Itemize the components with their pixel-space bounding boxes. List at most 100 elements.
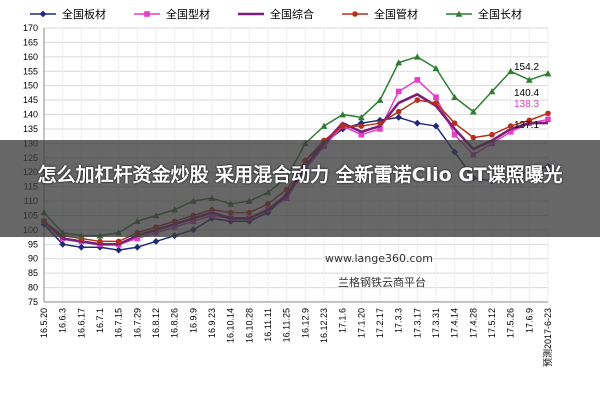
point-marker xyxy=(352,11,358,17)
x-tick-label: 16.9.9 xyxy=(188,308,198,333)
x-tick-label: 16.10.28 xyxy=(244,308,254,343)
x-tick-label: 16.11.25 xyxy=(282,308,292,342)
x-tick-label: 16.7.29 xyxy=(132,308,142,338)
x-tick-label: 16.9.23 xyxy=(207,308,217,338)
point-marker xyxy=(413,119,421,127)
point-marker xyxy=(433,94,439,101)
y-tick-label: 145 xyxy=(23,95,38,105)
point-marker xyxy=(152,238,160,245)
point-marker xyxy=(358,123,365,129)
y-tick-label: 85 xyxy=(28,268,38,278)
point-marker xyxy=(339,123,346,129)
point-marker xyxy=(433,100,439,106)
point-marker xyxy=(545,116,551,123)
x-tick-label: 16.6.3 xyxy=(58,308,68,333)
overlay-title: 怎么加杠杆资金炒股 采用混合动力 全新雷诺Clio GT谍照曝光 xyxy=(37,164,563,186)
point-marker xyxy=(469,108,477,115)
x-tick-label: 17.5.26 xyxy=(506,308,516,338)
title-overlay xyxy=(0,140,600,237)
x-tick-label: 17.3.31 xyxy=(431,308,441,338)
point-marker xyxy=(525,76,533,83)
point-marker xyxy=(77,243,85,251)
x-tick-label: 16.6.17 xyxy=(76,308,86,338)
x-tick-label: 17.4.14 xyxy=(450,308,460,338)
point-marker xyxy=(97,238,103,245)
point-marker xyxy=(470,134,477,141)
point-marker xyxy=(414,77,421,83)
point-marker xyxy=(451,93,459,101)
x-tick-label: 16.12.9 xyxy=(300,308,310,338)
point-marker xyxy=(339,111,347,118)
legend-label: 全国长材 xyxy=(478,7,522,21)
point-marker xyxy=(115,246,123,254)
end-value-label: 154.2 xyxy=(514,62,539,73)
x-tick-label: 16.8.12 xyxy=(151,308,161,338)
y-tick-label: 160 xyxy=(23,52,38,62)
point-marker xyxy=(432,122,440,130)
x-tick-label: 17.5.12 xyxy=(487,308,497,338)
x-tick-label: 17.2.17 xyxy=(375,308,385,338)
point-marker xyxy=(376,96,384,103)
watermark-url: www.lange360.com xyxy=(325,252,433,265)
point-marker xyxy=(488,88,496,95)
x-tick-label: 17.3.17 xyxy=(412,308,422,338)
y-tick-label: 95 xyxy=(28,239,38,249)
y-tick-label: 140 xyxy=(23,110,38,120)
legend-label: 全国板材 xyxy=(62,7,106,21)
point-marker xyxy=(507,129,514,135)
end-value-label: 138.3 xyxy=(514,99,539,110)
point-marker xyxy=(451,120,458,126)
point-marker xyxy=(395,88,402,95)
x-tick-label: 16.7.1 xyxy=(95,308,105,333)
x-tick-label: 17.1.6 xyxy=(338,308,348,333)
point-marker xyxy=(357,114,365,121)
point-marker xyxy=(39,10,47,18)
x-tick-label: 16.7.15 xyxy=(114,308,124,338)
x-tick-label: 16.5.20 xyxy=(39,308,49,338)
y-tick-label: 80 xyxy=(28,283,38,293)
y-tick-label: 90 xyxy=(28,254,38,264)
point-marker xyxy=(414,97,421,103)
watermark-platform: 兰格钢铁云商平台 xyxy=(338,275,426,289)
point-marker xyxy=(507,67,515,75)
y-tick-label: 155 xyxy=(23,66,38,76)
y-tick-label: 170 xyxy=(23,23,38,33)
point-marker xyxy=(115,238,122,245)
point-marker xyxy=(395,59,403,66)
point-marker xyxy=(358,131,365,138)
point-marker xyxy=(489,131,495,138)
x-tick-label: 17.4.28 xyxy=(468,308,478,338)
x-tick-label: 16.10.14 xyxy=(226,308,236,343)
x-tick-label: 16.12.23 xyxy=(319,308,329,343)
point-marker xyxy=(395,108,402,115)
y-tick-label: 135 xyxy=(23,124,38,134)
point-marker xyxy=(451,131,458,138)
point-marker xyxy=(377,126,383,132)
point-marker xyxy=(59,240,67,248)
x-tick-label: 预测2017-6-23 xyxy=(543,308,553,367)
y-tick-label: 150 xyxy=(23,81,38,91)
y-tick-label: 165 xyxy=(23,37,38,47)
legend-label: 全国综合 xyxy=(270,7,314,21)
x-tick-label: 17.1.20 xyxy=(356,308,366,338)
end-value-label: 137.1 xyxy=(514,120,539,131)
point-marker xyxy=(455,10,463,17)
legend-label: 全国管材 xyxy=(374,7,418,21)
legend-label: 全国型材 xyxy=(166,7,210,21)
point-marker xyxy=(133,243,141,251)
x-tick-label: 17.3.3 xyxy=(394,308,404,333)
point-marker xyxy=(432,64,440,72)
x-tick-label: 16.8.26 xyxy=(170,308,180,338)
point-marker xyxy=(376,116,384,124)
x-tick-label: 17.6.9 xyxy=(524,308,534,333)
point-marker xyxy=(134,235,141,242)
point-marker xyxy=(526,117,533,124)
point-marker xyxy=(320,122,328,129)
legend: 全国板材 全国型材 全国综合 全国管材 全国长材 xyxy=(30,7,522,21)
end-value-label: 140.4 xyxy=(514,88,539,99)
point-marker xyxy=(395,114,403,121)
x-tick-label: 16.11.11 xyxy=(263,308,273,342)
point-marker xyxy=(544,70,552,77)
